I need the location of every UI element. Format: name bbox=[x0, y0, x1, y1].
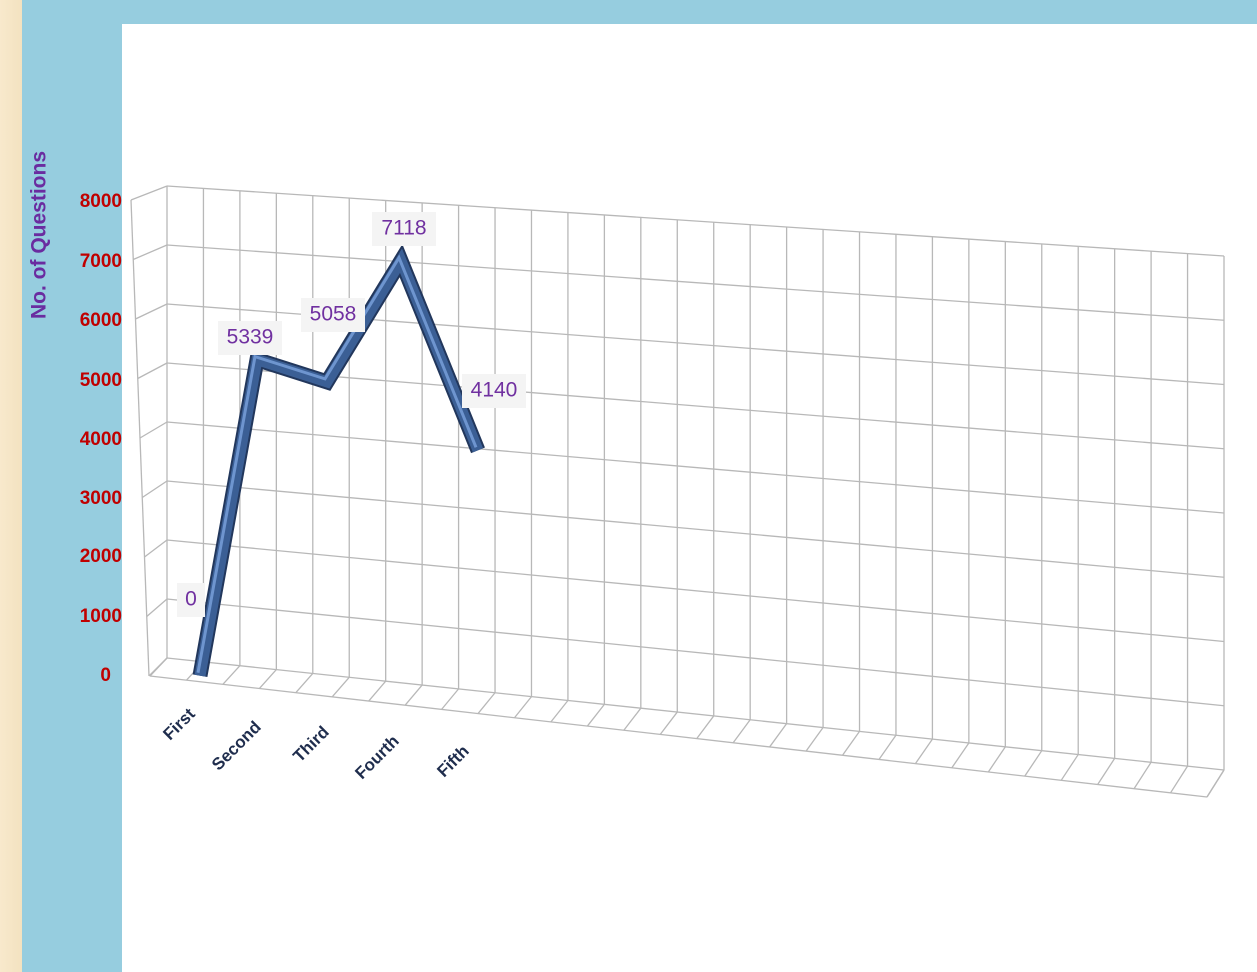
y-tick-label: 6000 bbox=[80, 310, 122, 331]
data-label: 0 bbox=[185, 588, 197, 611]
grid-line-h bbox=[166, 598, 1225, 707]
data-label-box bbox=[177, 583, 205, 617]
floor-line bbox=[550, 700, 569, 723]
floor-front-edge bbox=[149, 675, 1208, 798]
floor-line bbox=[623, 707, 642, 731]
floor-line bbox=[1170, 765, 1189, 794]
side-wall-line bbox=[139, 421, 168, 439]
floor-line bbox=[841, 731, 861, 756]
side-wall-line bbox=[135, 303, 168, 320]
x-tick-label: Second bbox=[208, 717, 265, 774]
side-wall-edge bbox=[130, 199, 150, 677]
floor-line bbox=[1060, 754, 1079, 781]
y-tick-label: 5000 bbox=[80, 370, 122, 391]
floor-line bbox=[258, 669, 277, 689]
floor-line bbox=[805, 727, 824, 752]
floor-line bbox=[1206, 769, 1225, 798]
floor-line bbox=[441, 688, 460, 710]
y-tick-label: 7000 bbox=[80, 251, 122, 272]
chart-panel bbox=[122, 24, 1257, 972]
data-label: 7118 bbox=[381, 217, 426, 240]
x-tick-label: First bbox=[159, 704, 199, 744]
y-tick-label: 2000 bbox=[80, 546, 122, 567]
y-axis-title: No. of Questions bbox=[28, 151, 51, 319]
floor-line bbox=[477, 692, 496, 714]
grid-line-h bbox=[166, 185, 1225, 257]
series-line-highlight bbox=[196, 254, 478, 673]
y-tick-label: 8000 bbox=[80, 191, 122, 212]
top-band bbox=[22, 0, 1257, 8]
side-wall-line bbox=[144, 539, 168, 558]
x-tick-label: Fourth bbox=[351, 731, 402, 782]
floor-line bbox=[1133, 761, 1152, 790]
side-wall-line bbox=[132, 244, 168, 261]
side-wall-line bbox=[146, 598, 168, 617]
floor-line bbox=[368, 680, 387, 702]
floor-line bbox=[586, 703, 605, 727]
side-wall-line bbox=[130, 185, 168, 201]
grid-line-h bbox=[166, 244, 1225, 321]
floor-line bbox=[295, 673, 314, 694]
series-line bbox=[192, 244, 485, 678]
floor-line bbox=[1024, 750, 1043, 777]
grid-line-h bbox=[166, 362, 1225, 450]
data-label-box bbox=[301, 298, 365, 332]
floor-line bbox=[732, 719, 751, 744]
data-label-box bbox=[462, 374, 526, 408]
data-labels: 0 5339 5058 7118 4140 bbox=[177, 212, 526, 617]
data-label: 5339 bbox=[227, 326, 274, 349]
y-tick-label: 0 bbox=[100, 665, 111, 686]
x-tick-label: Third bbox=[289, 722, 332, 765]
floor-line bbox=[696, 715, 715, 739]
data-label: 5058 bbox=[310, 303, 357, 326]
grid-line-h bbox=[166, 657, 1225, 771]
floor-line bbox=[404, 684, 423, 706]
floor-line bbox=[1097, 758, 1116, 785]
y-tick-label: 3000 bbox=[80, 488, 122, 509]
y-tick-label: 1000 bbox=[80, 606, 122, 627]
grid-line-h bbox=[166, 421, 1225, 514]
floor-line bbox=[769, 723, 788, 748]
grid bbox=[130, 185, 1225, 798]
floor-line bbox=[914, 738, 933, 764]
side-wall-line bbox=[141, 480, 168, 499]
floor-line bbox=[878, 734, 897, 760]
grid-line-h bbox=[166, 480, 1225, 578]
data-label: 4140 bbox=[471, 379, 518, 402]
data-label-box bbox=[218, 321, 282, 355]
data-label-box bbox=[372, 212, 436, 246]
floor-line bbox=[659, 711, 678, 735]
x-tick-label: Fifth bbox=[433, 741, 472, 780]
grid-line-h bbox=[166, 539, 1225, 643]
x-axis-ticks: First Second Third Fourth Fifth bbox=[159, 704, 472, 783]
floor-line bbox=[331, 676, 350, 698]
y-axis-ticks: 0 1000 2000 3000 4000 5000 6000 7000 8000 bbox=[80, 191, 122, 686]
floor-line bbox=[987, 746, 1006, 773]
side-wall-line bbox=[137, 362, 168, 380]
floor-line bbox=[222, 665, 241, 685]
floor-line bbox=[513, 696, 532, 719]
y-tick-label: 4000 bbox=[80, 429, 122, 450]
floor-line bbox=[951, 742, 970, 769]
floor-line bbox=[149, 657, 168, 677]
